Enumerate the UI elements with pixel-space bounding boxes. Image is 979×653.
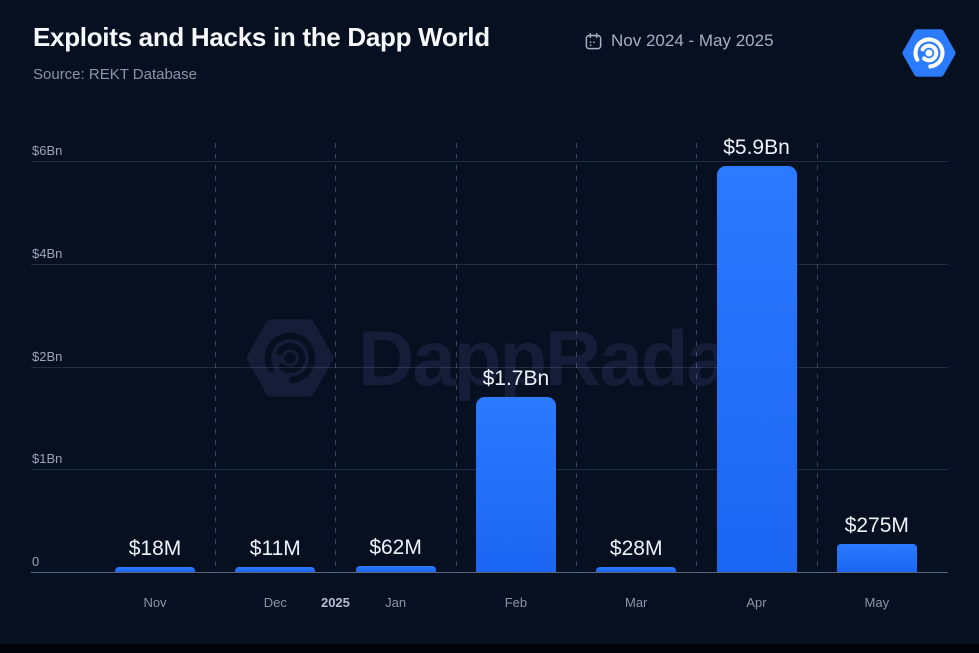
page-title: Exploits and Hacks in the Dapp World <box>33 22 490 52</box>
bar-value-label: $62M <box>369 535 422 559</box>
bar-chart-plot-area: 0 $1Bn $2Bn $4Bn $6Bn $18M $11M $62M $1.7Bn $28M $… <box>31 136 948 573</box>
bar-value-label: $18M <box>128 537 182 560</box>
bar-value-label: $5.9Bn <box>723 136 790 160</box>
x-tick-label-dec: Dec <box>263 595 287 610</box>
y-tick-label: $4Bn <box>32 245 63 261</box>
bar-jan[interactable] <box>355 565 436 572</box>
bar-dec[interactable] <box>235 567 316 572</box>
x-tick-label-apr: Apr <box>746 595 767 610</box>
calendar-icon <box>585 32 602 49</box>
bar-value-label: $1.7Bn <box>482 367 550 391</box>
bar-value-label: $28M <box>609 537 663 560</box>
bar-feb[interactable] <box>475 397 556 572</box>
y-tick-label: 0 <box>32 554 40 569</box>
month-separator <box>576 143 578 573</box>
month-separator <box>215 143 217 573</box>
bar-apr[interactable] <box>716 166 797 572</box>
bar-nov[interactable] <box>115 567 195 572</box>
bar-may[interactable] <box>836 543 917 572</box>
x-tick-label-feb: Feb <box>504 595 528 610</box>
date-range-label: Nov 2024 - May 2025 <box>611 31 774 50</box>
y-tick-label: $2Bn <box>32 348 63 364</box>
x-tick-label-nov: Nov <box>143 595 167 610</box>
bottom-letterbox <box>0 644 979 653</box>
x-tick-label-jan: Jan <box>385 595 407 610</box>
x-tick-label-mar: Mar <box>624 595 648 610</box>
month-separator <box>816 143 818 573</box>
y-tick-label: $1Bn <box>32 451 63 467</box>
date-range: Nov 2024 - May 2025 <box>584 31 774 51</box>
bar-value-label: $275M <box>844 513 909 537</box>
x-tick-label-may: May <box>864 595 890 610</box>
dappradar-logo-icon[interactable] <box>902 26 956 80</box>
source-label: Source: REKT Database <box>33 66 197 83</box>
month-separator <box>455 143 457 573</box>
month-separator <box>335 143 337 573</box>
x-axis-line <box>31 572 948 573</box>
grid-line <box>31 366 948 368</box>
year-marker: 2025 <box>320 595 350 610</box>
bar-value-label: $11M <box>249 537 301 560</box>
y-tick-label: $6Bn <box>32 143 63 158</box>
month-separator <box>696 143 698 573</box>
bar-mar[interactable] <box>596 567 677 572</box>
grid-line <box>31 263 948 265</box>
grid-line <box>31 161 948 162</box>
